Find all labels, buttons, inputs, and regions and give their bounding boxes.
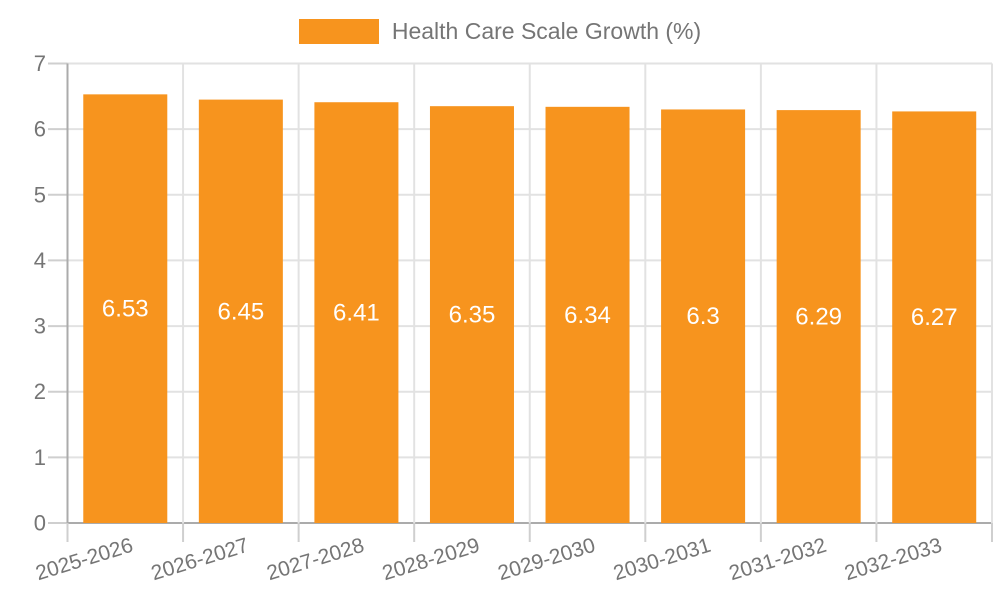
bar-value-label: 6.34 <box>564 302 611 329</box>
bar-value-label: 6.45 <box>217 298 264 325</box>
x-axis-tick-label: 2026-2027 <box>149 534 252 585</box>
bar <box>198 99 283 523</box>
bar <box>545 106 630 524</box>
x-axis-tick-label: 2032-2033 <box>842 534 945 585</box>
bar <box>661 109 746 523</box>
bar-value-label: 6.41 <box>333 300 380 327</box>
y-axis-tick-label: 6 <box>34 117 46 142</box>
y-axis-tick-label: 3 <box>34 314 46 339</box>
y-axis-tick-label: 5 <box>34 182 46 207</box>
y-axis-tick-label: 0 <box>34 511 46 536</box>
legend-label[interactable]: Health Care Scale Growth (%) <box>391 17 702 44</box>
bar <box>429 106 514 524</box>
bar-value-label: 6.3 <box>686 303 719 330</box>
x-axis-tick-label: 2025-2026 <box>33 534 136 585</box>
bar-value-label: 6.27 <box>911 304 958 331</box>
y-axis-tick-label: 7 <box>34 51 46 76</box>
legend-swatch[interactable] <box>298 18 379 44</box>
x-axis-tick-label: 2030-2031 <box>611 534 714 585</box>
x-axis-tick-label: 2027-2028 <box>264 534 367 585</box>
x-axis-tick-label: 2031-2032 <box>726 534 829 585</box>
bar <box>314 102 399 524</box>
x-axis-tick-label: 2029-2030 <box>495 534 598 585</box>
bar-value-label: 6.53 <box>102 296 149 323</box>
bar-value-label: 6.29 <box>795 304 842 331</box>
y-axis-tick-label: 1 <box>34 445 46 470</box>
y-axis-tick-label: 4 <box>34 248 46 273</box>
bar <box>83 94 168 523</box>
bar <box>776 110 861 523</box>
bar <box>892 111 977 524</box>
chart-legend: Health Care Scale Growth (%) <box>0 16 1000 46</box>
bar-value-label: 6.35 <box>449 302 496 329</box>
y-axis-tick-label: 2 <box>34 379 46 404</box>
x-axis-tick-label: 2028-2029 <box>380 534 483 585</box>
